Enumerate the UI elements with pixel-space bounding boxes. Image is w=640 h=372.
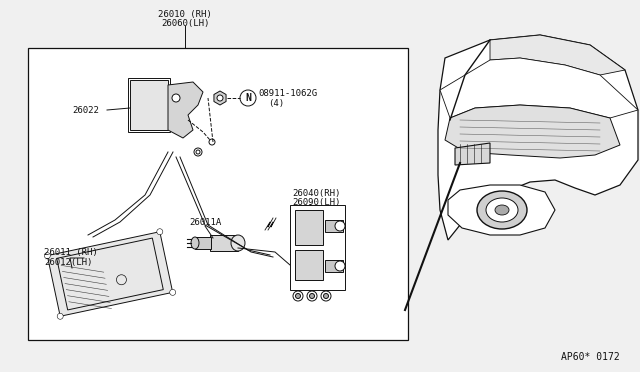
Circle shape: [172, 94, 180, 102]
Circle shape: [157, 229, 163, 235]
Text: 26040(RH): 26040(RH): [292, 189, 340, 198]
Text: 26010 (RH): 26010 (RH): [158, 10, 212, 19]
Bar: [295, 250, 323, 280]
Text: (4): (4): [268, 99, 284, 108]
Circle shape: [321, 291, 331, 301]
Circle shape: [307, 291, 317, 301]
Bar: [325, 260, 343, 272]
Text: 26011A: 26011A: [189, 218, 221, 227]
Ellipse shape: [231, 235, 245, 251]
Bar: [195, 237, 211, 249]
Polygon shape: [490, 35, 625, 75]
Polygon shape: [168, 82, 203, 138]
Text: 08911-1062G: 08911-1062G: [258, 89, 317, 97]
Text: N: N: [245, 93, 251, 103]
Text: AP60* 0172: AP60* 0172: [561, 352, 620, 362]
Ellipse shape: [477, 191, 527, 229]
Ellipse shape: [486, 198, 518, 222]
Text: 26022: 26022: [72, 106, 99, 115]
Text: 26060(LH): 26060(LH): [161, 19, 209, 28]
Bar: [130, 80, 168, 130]
Polygon shape: [455, 143, 490, 165]
Polygon shape: [438, 35, 638, 240]
Circle shape: [293, 291, 303, 301]
Polygon shape: [440, 58, 638, 118]
Circle shape: [323, 294, 328, 298]
Circle shape: [209, 139, 215, 145]
Circle shape: [296, 294, 301, 298]
Bar: [295, 210, 323, 245]
Circle shape: [217, 95, 223, 101]
Ellipse shape: [495, 205, 509, 215]
Polygon shape: [448, 185, 555, 235]
Text: 26011 (RH): 26011 (RH): [44, 248, 98, 257]
Circle shape: [335, 221, 345, 231]
Circle shape: [310, 294, 314, 298]
Bar: [28, 48, 408, 340]
Circle shape: [170, 289, 176, 295]
Bar: [128, 78, 170, 132]
Bar: [290, 205, 345, 290]
Circle shape: [44, 253, 51, 259]
Text: 26012(LH): 26012(LH): [44, 257, 92, 266]
Polygon shape: [47, 232, 173, 316]
Circle shape: [335, 261, 345, 271]
Circle shape: [240, 90, 256, 106]
Ellipse shape: [191, 237, 199, 249]
Text: 26090(LH): 26090(LH): [292, 198, 340, 206]
Polygon shape: [445, 105, 620, 158]
Circle shape: [57, 313, 63, 319]
Bar: [325, 220, 343, 232]
Bar: [210, 235, 238, 251]
